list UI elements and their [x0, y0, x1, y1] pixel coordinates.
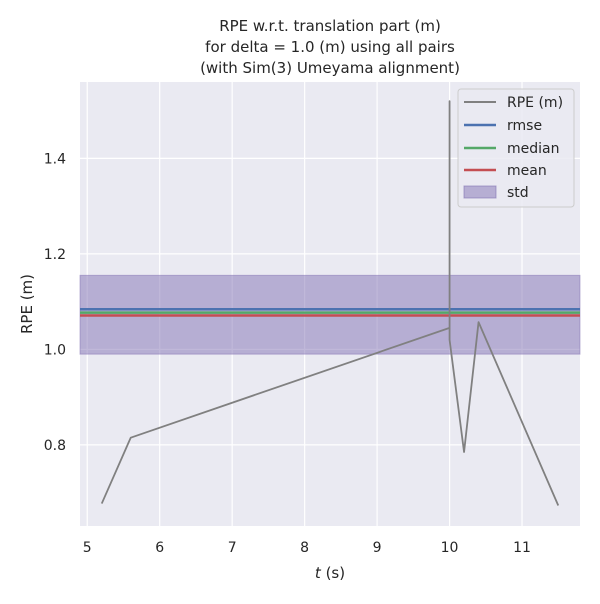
legend-box	[457, 88, 575, 208]
legend-swatch-std	[463, 185, 497, 199]
x-axis-label: t (s)	[315, 564, 345, 582]
chart-title-line-3: (with Sim(3) Umeyama alignment)	[200, 59, 460, 77]
y-tick-label: 1.4	[44, 151, 66, 167]
x-tick-label: 9	[373, 540, 382, 556]
x-tick-label: 6	[155, 540, 164, 556]
y-tick-labels: 0.8 1.0 1.2 1.4	[44, 151, 66, 453]
x-tick-label: 7	[228, 540, 237, 556]
x-tick-label: 8	[300, 540, 309, 556]
y-tick-label: 1.2	[44, 247, 66, 263]
legend: RPE (m) rmse median mean std	[457, 88, 575, 208]
stat-lines	[80, 308, 580, 317]
y-axis-label: RPE (m)	[18, 274, 36, 334]
legend-label-std: std	[507, 185, 529, 201]
x-tick-labels: 5 6 7 8 9 10 11	[83, 540, 531, 556]
y-tick-label: 1.0	[44, 342, 66, 358]
chart-title-line-2: for delta = 1.0 (m) using all pairs	[205, 38, 455, 56]
legend-label-rpe: RPE (m)	[507, 95, 563, 111]
legend-label-median: median	[507, 141, 559, 157]
rpe-series-line	[100, 100, 560, 506]
y-tick-label: 0.8	[44, 438, 66, 454]
x-tick-label: 11	[513, 540, 531, 556]
x-tick-label: 10	[441, 540, 459, 556]
x-tick-label: 5	[83, 540, 92, 556]
chart-title-line-1: RPE w.r.t. translation part (m)	[219, 17, 441, 35]
series-layer	[100, 100, 560, 506]
legend-label-rmse: rmse	[507, 118, 542, 134]
legend-label-mean: mean	[507, 163, 547, 179]
